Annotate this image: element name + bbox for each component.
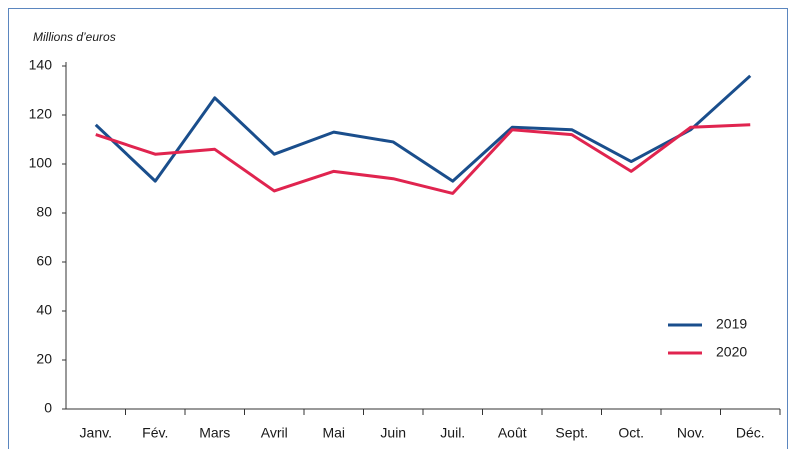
x-tick-label: Fév.: [142, 425, 168, 441]
x-tick-label: Sept.: [555, 425, 588, 441]
x-tick-label: Oct.: [618, 425, 644, 441]
y-tick-label: 140: [29, 57, 53, 73]
frame: [8, 8, 788, 449]
x-tick-label: Nov.: [677, 425, 705, 441]
legend-label: 2019: [716, 316, 747, 332]
y-tick-label: 60: [36, 253, 52, 269]
x-tick-label: Mai: [322, 425, 345, 441]
series-line: [94, 74, 752, 183]
x-tick-label: Avril: [261, 425, 288, 441]
legend-label: 2020: [716, 344, 747, 360]
y-tick-label: 120: [29, 106, 53, 122]
y-axis-label: Millions d’euros: [33, 30, 116, 44]
y-tick-label: 40: [36, 302, 52, 318]
x-tick-label: Août: [498, 425, 527, 441]
x-tick-label: Janv.: [80, 425, 112, 441]
y-tick-label: 100: [29, 155, 53, 171]
x-tick-label: Juin: [380, 425, 406, 441]
x-tick-label: Juil.: [440, 425, 465, 441]
y-tick-label: 0: [44, 400, 52, 416]
series-line: [95, 123, 751, 195]
y-tick-label: 20: [36, 351, 52, 367]
x-tick-label: Mars: [199, 425, 230, 441]
y-tick-label: 80: [36, 204, 52, 220]
x-tick-label: Déc.: [736, 425, 765, 441]
